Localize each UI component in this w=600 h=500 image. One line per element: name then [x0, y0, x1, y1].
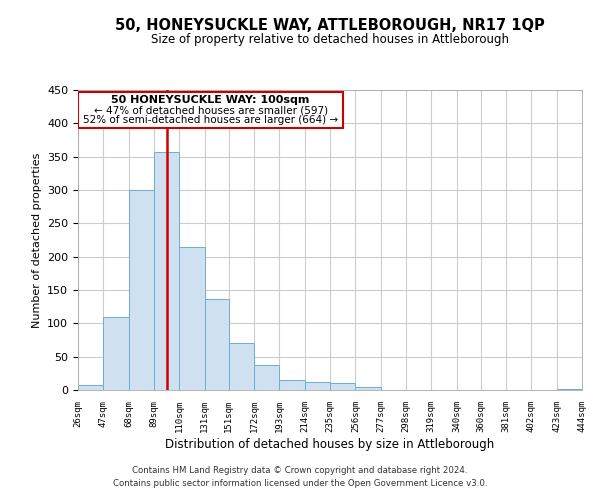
Bar — [305, 382, 330, 390]
Text: 50, HONEYSUCKLE WAY, ATTLEBOROUGH, NR17 1QP: 50, HONEYSUCKLE WAY, ATTLEBOROUGH, NR17 … — [115, 18, 545, 32]
Bar — [254, 364, 280, 390]
Bar — [330, 384, 355, 390]
Text: ← 47% of detached houses are smaller (597): ← 47% of detached houses are smaller (59… — [94, 106, 328, 116]
Bar — [78, 384, 103, 390]
Bar — [355, 386, 380, 390]
Bar — [205, 298, 229, 390]
Bar — [557, 388, 582, 390]
Bar — [128, 190, 154, 390]
FancyBboxPatch shape — [78, 92, 343, 128]
Y-axis label: Number of detached properties: Number of detached properties — [32, 152, 41, 328]
Text: 52% of semi-detached houses are larger (664) →: 52% of semi-detached houses are larger (… — [83, 116, 338, 126]
Text: Size of property relative to detached houses in Attleborough: Size of property relative to detached ho… — [151, 32, 509, 46]
Bar — [154, 152, 179, 390]
Bar — [179, 246, 205, 390]
Bar — [280, 380, 305, 390]
X-axis label: Distribution of detached houses by size in Attleborough: Distribution of detached houses by size … — [166, 438, 494, 450]
Bar — [103, 316, 128, 390]
Bar — [229, 344, 254, 390]
Text: Contains HM Land Registry data © Crown copyright and database right 2024.
Contai: Contains HM Land Registry data © Crown c… — [113, 466, 487, 487]
Text: 50 HONEYSUCKLE WAY: 100sqm: 50 HONEYSUCKLE WAY: 100sqm — [112, 94, 310, 104]
